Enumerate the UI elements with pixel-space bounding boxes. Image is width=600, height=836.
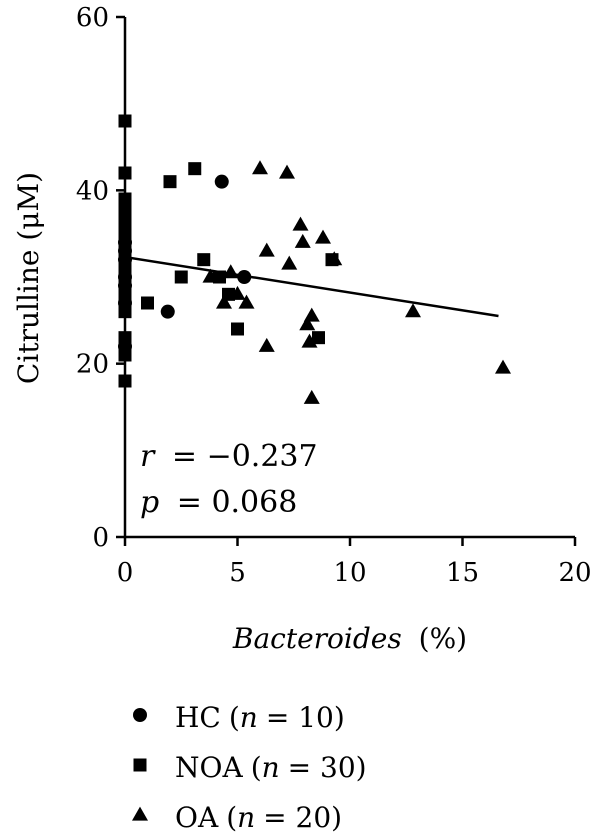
r-symbol: r	[140, 439, 156, 474]
point-noa	[197, 253, 211, 267]
point-noa	[118, 114, 132, 128]
x-tick-label: 5	[229, 558, 246, 588]
point-noa	[118, 348, 132, 362]
point-oa	[292, 216, 309, 231]
point-hc	[237, 270, 252, 284]
p-symbol: p	[140, 485, 159, 520]
point-oa	[238, 294, 255, 309]
x-tick-label: 20	[558, 558, 591, 588]
point-hc	[160, 304, 175, 319]
point-noa	[163, 175, 177, 189]
r-value: = −0.237	[172, 439, 318, 474]
tick-labels: 0 5 10 15 20 0 20 40 60	[76, 3, 592, 588]
legend-n-value: = 10)	[266, 701, 345, 734]
point-oa	[258, 337, 275, 352]
legend-paren: (	[229, 701, 240, 734]
point-noa	[312, 331, 325, 345]
x-axis-title-unit: (%)	[419, 622, 467, 655]
y-tick-label: 0	[92, 523, 109, 553]
trend-line	[124, 255, 499, 318]
legend-item-hc: HC (n = 10)	[133, 701, 345, 734]
point-oa	[222, 264, 239, 279]
point-oa	[495, 359, 511, 374]
point-oa	[216, 294, 232, 309]
legend-series-name: NOA	[175, 751, 243, 784]
legend-item-noa: NOA (n = 30)	[133, 751, 367, 784]
point-noa	[118, 331, 132, 345]
point-oa	[294, 233, 311, 248]
point-noa	[118, 374, 132, 388]
point-oa	[279, 164, 295, 179]
legend-label-noa: NOA (n = 30)	[175, 751, 367, 784]
x-tick-label: 15	[446, 558, 479, 588]
point-noa	[231, 322, 244, 336]
y-tick-label: 20	[76, 350, 109, 380]
r-annotation: r = −0.237	[140, 439, 318, 474]
point-noa	[188, 162, 202, 176]
x-tick-label: 0	[117, 558, 134, 588]
point-oa	[258, 242, 275, 257]
point-oa	[326, 251, 343, 266]
y-axis-title: Citrulline (μM)	[12, 172, 45, 384]
legend-marker-hc	[133, 708, 147, 722]
point-oa	[252, 160, 268, 175]
x-tick-label: 10	[333, 558, 366, 588]
p-annotation: p = 0.068	[140, 485, 297, 520]
point-oa	[303, 307, 320, 322]
legend-series-name: HC	[175, 701, 221, 734]
legend-n-symbol: n	[237, 801, 255, 834]
point-noa	[174, 270, 188, 284]
legend-series-name: OA	[175, 801, 219, 834]
y-tick-label: 40	[76, 176, 109, 206]
point-noa	[118, 305, 132, 319]
series-oa	[202, 160, 511, 404]
point-noa	[118, 287, 132, 301]
legend-n-symbol: n	[262, 751, 280, 784]
y-tick-label: 60	[76, 3, 109, 33]
legend-n-value: = 30)	[288, 751, 367, 784]
point-oa	[281, 255, 298, 270]
point-hc	[214, 174, 229, 189]
data-points	[118, 114, 511, 404]
x-axis-title: Bacteroides (%)	[232, 622, 467, 655]
point-oa	[315, 229, 331, 244]
legend-label-hc: HC (n = 10)	[175, 701, 345, 734]
p-value: = 0.068	[177, 485, 298, 520]
point-noa	[118, 227, 132, 241]
point-noa	[141, 296, 154, 310]
legend-n-symbol: n	[240, 701, 258, 734]
point-oa	[299, 316, 316, 331]
legend: HC (n = 10)NOA (n = 30)OA (n = 20)	[132, 701, 367, 834]
legend-marker-noa	[133, 758, 147, 772]
legend-marker-oa	[132, 806, 148, 821]
point-oa	[303, 389, 320, 404]
x-axis-title-name: Bacteroides	[232, 622, 402, 655]
point-noa	[118, 166, 132, 180]
legend-n-value: = 20)	[263, 801, 342, 834]
legend-label-oa: OA (n = 20)	[175, 801, 342, 834]
legend-paren: (	[251, 751, 262, 784]
legend-paren: (	[226, 801, 237, 834]
point-oa	[301, 333, 318, 348]
point-oa	[202, 268, 219, 283]
point-oa	[405, 303, 421, 318]
point-oa	[229, 285, 246, 300]
legend-item-oa: OA (n = 20)	[132, 801, 342, 834]
